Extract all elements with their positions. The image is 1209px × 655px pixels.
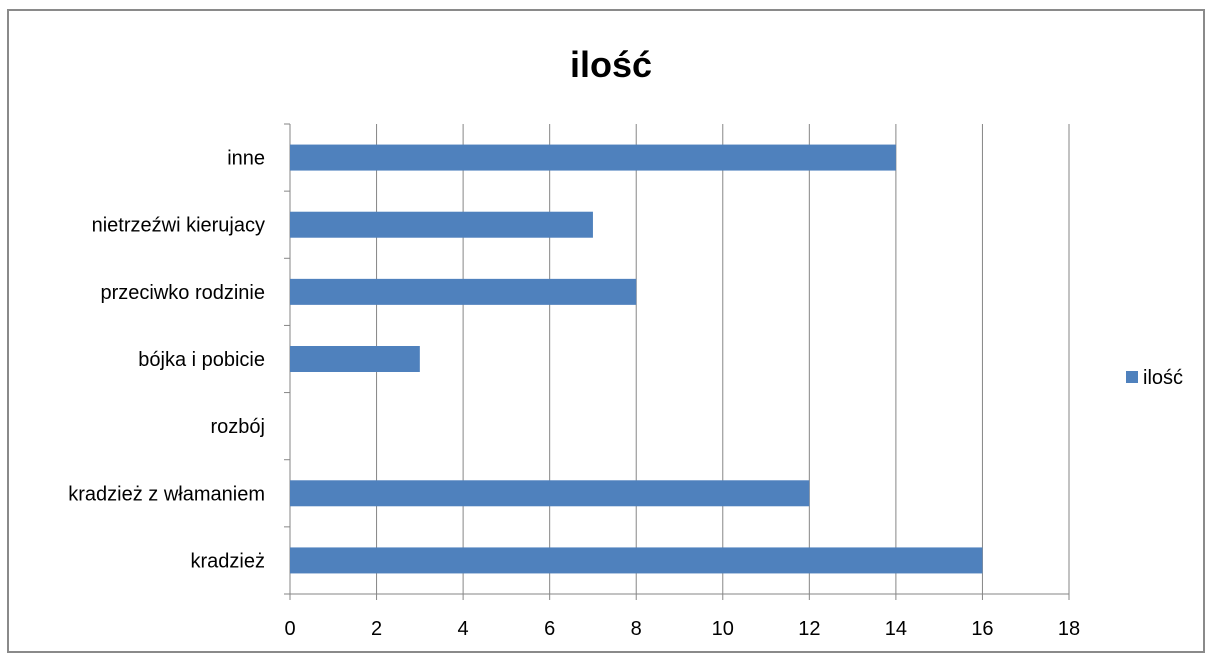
- x-tick-label: 2: [371, 618, 382, 640]
- legend: ilość: [1126, 367, 1183, 389]
- chart-title: ilość: [570, 44, 652, 85]
- legend-swatch: [1126, 371, 1138, 383]
- bars: [290, 144, 983, 574]
- x-tick-label: 10: [712, 618, 734, 640]
- bar: [290, 346, 420, 372]
- gridlines: [376, 124, 1070, 594]
- category-label: rozbój: [211, 416, 265, 438]
- x-tick-label: 0: [284, 618, 295, 640]
- x-tick-labels: 0 2 4 6 8 10 12 14 16 18: [284, 618, 1080, 640]
- x-tick-label: 12: [798, 618, 820, 640]
- bar: [290, 547, 983, 574]
- category-label: nietrzeźwi kierujacy: [92, 215, 265, 237]
- x-tick-label: 6: [544, 618, 555, 640]
- legend-label: ilość: [1143, 367, 1183, 389]
- x-tick-label: 8: [631, 618, 642, 640]
- category-label: inne: [227, 148, 265, 170]
- bar: [290, 144, 896, 171]
- bar: [290, 278, 637, 305]
- category-label: kradzież z włamaniem: [68, 483, 265, 505]
- category-label: kradzież: [191, 550, 265, 572]
- category-label: przeciwko rodzinie: [100, 282, 265, 304]
- chart-frame: [7, 9, 1205, 653]
- x-tick-label: 16: [971, 618, 993, 640]
- category-labels: kradzież kradzież z włamaniem rozbój bójka …: [68, 148, 265, 573]
- bar: [290, 211, 593, 238]
- x-tick-label: 4: [458, 618, 469, 640]
- x-tick-label: 18: [1058, 618, 1080, 640]
- bar: [290, 480, 810, 507]
- x-tick-label: 14: [885, 618, 907, 640]
- category-label: bójka i pobicie: [138, 349, 265, 371]
